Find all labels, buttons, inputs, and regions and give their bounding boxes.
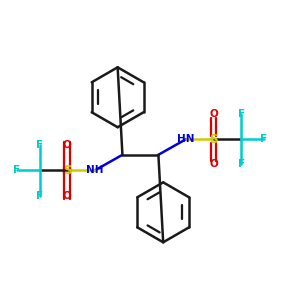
Text: S: S [63,164,72,177]
Text: F: F [36,140,43,150]
Text: F: F [14,165,20,176]
Text: O: O [209,109,218,119]
Text: HN: HN [177,134,195,144]
Text: F: F [238,109,244,119]
Text: F: F [36,190,43,200]
Text: O: O [209,159,218,170]
Text: O: O [63,140,72,150]
Text: F: F [260,134,267,144]
Text: F: F [238,159,244,170]
Text: S: S [209,133,218,146]
Text: O: O [63,190,72,200]
Text: NH: NH [86,165,104,176]
